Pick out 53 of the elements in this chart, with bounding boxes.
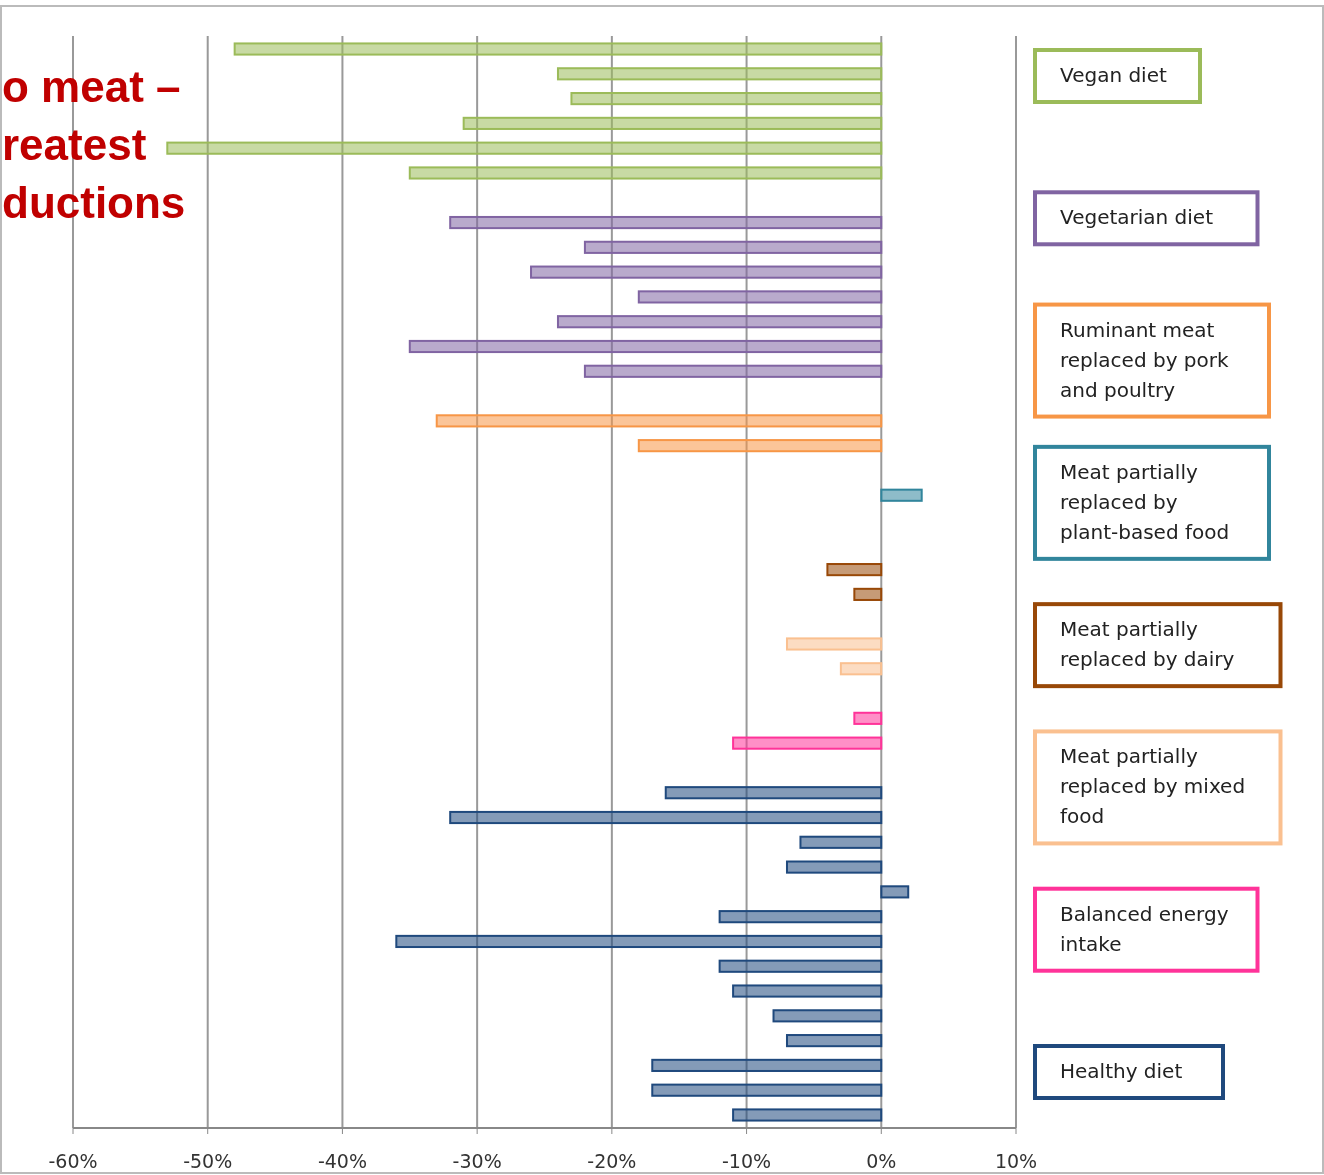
bar (785, 1034, 883, 1048)
bar (664, 786, 883, 800)
bar (583, 240, 883, 254)
x-tick-label: -20% (587, 1150, 637, 1172)
text: Vegetarian diet (1060, 205, 1214, 230)
x-tick-label: 0% (866, 1150, 897, 1172)
annotation: o meat – reatest ductions (2, 62, 186, 227)
bar (826, 563, 883, 577)
bar (637, 290, 883, 304)
x-tick-label: -60% (48, 1150, 98, 1172)
bar (166, 141, 883, 155)
bar (395, 934, 883, 949)
x-tick-label: 10% (994, 1150, 1038, 1172)
text: Balanced energy intake (1060, 901, 1229, 956)
bar (570, 92, 883, 106)
bar (853, 711, 883, 725)
bar (718, 910, 883, 924)
x-tick-label: -40% (317, 1150, 367, 1172)
bar (408, 339, 883, 354)
x-tick-label: -30% (452, 1150, 502, 1172)
bar (839, 662, 883, 676)
bar (651, 1058, 883, 1072)
bar (799, 835, 883, 849)
text: Meat partially replaced by plant-based food (1060, 459, 1230, 544)
bar (718, 959, 883, 973)
text: Vegan diet (1060, 63, 1167, 87)
bar (530, 265, 883, 279)
text: Meat partially replaced by mixed food (1060, 744, 1246, 829)
bar (449, 215, 883, 230)
bar (732, 984, 883, 998)
bar (853, 587, 883, 601)
bar (637, 439, 883, 453)
text: Ruminant meat replaced by pork and poultry (1060, 317, 1229, 402)
x-tick-label: -50% (183, 1150, 233, 1172)
text: Healthy diet (1060, 1059, 1183, 1083)
bar (732, 1108, 883, 1122)
bar (435, 414, 883, 428)
bar (651, 1083, 883, 1097)
bar (408, 166, 883, 180)
bar (785, 637, 883, 651)
x-tick-label: -10% (722, 1150, 772, 1172)
bar (462, 116, 883, 130)
bar (772, 1009, 883, 1023)
bar (583, 364, 883, 378)
bar (732, 736, 883, 750)
bar (556, 315, 883, 329)
bar (556, 67, 883, 81)
text: Meat partially replaced by dairy (1060, 617, 1235, 672)
bar (880, 488, 923, 502)
bar (449, 810, 883, 825)
bar (785, 860, 883, 874)
bar (880, 885, 910, 899)
bar (233, 42, 883, 56)
